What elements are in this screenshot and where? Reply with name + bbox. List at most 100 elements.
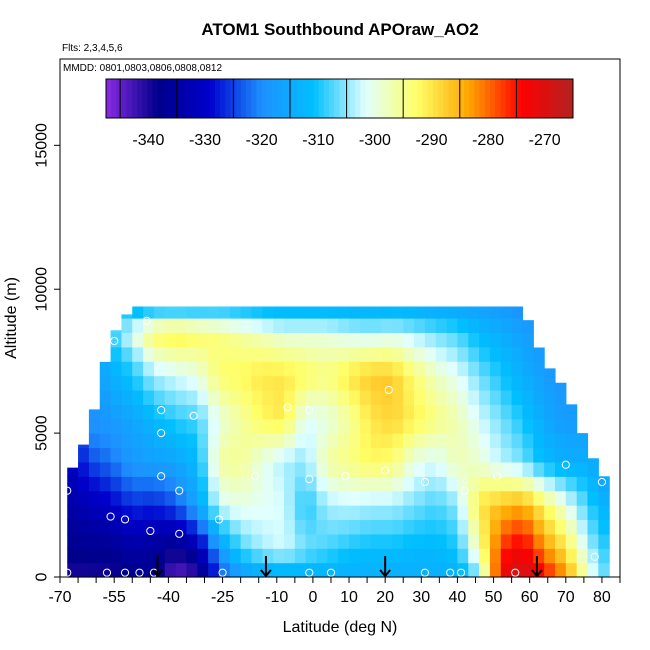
heatmap-cell	[349, 375, 361, 391]
heatmap-cell	[533, 548, 545, 564]
heatmap-cell	[349, 461, 361, 477]
heatmap-cell	[284, 404, 296, 420]
heatmap-cell	[305, 505, 318, 521]
heatmap-cell	[468, 418, 480, 434]
heatmap-cell	[316, 361, 328, 377]
heatmap-cell	[511, 404, 524, 420]
heatmap-cell	[143, 404, 155, 420]
heatmap-cell	[240, 318, 253, 333]
heatmap-cell	[164, 418, 177, 434]
heatmap-cell	[208, 476, 220, 492]
colorbar-segment	[427, 79, 434, 118]
heatmap-cell	[533, 418, 545, 434]
heatmap-cell	[327, 433, 339, 449]
heatmap-cell	[164, 447, 177, 463]
heatmap-cell	[316, 519, 328, 535]
heatmap-cell	[316, 433, 328, 449]
dates-note: MMDD: 0801,0803,0806,0808,0812	[63, 63, 222, 74]
heatmap-cell	[424, 361, 437, 377]
heatmap-cell	[78, 548, 90, 564]
heatmap-cell	[153, 346, 166, 362]
heatmap-cell	[153, 318, 166, 333]
heatmap-cell	[143, 433, 155, 449]
heatmap-cell	[500, 389, 513, 405]
heatmap-cell	[479, 346, 491, 362]
heatmap-cell	[424, 476, 437, 492]
colorbar-tick-label: -290	[415, 132, 447, 149]
heatmap-cell	[164, 562, 177, 578]
heatmap-cell	[392, 418, 404, 434]
heatmap-cell	[544, 368, 556, 377]
heatmap-cell	[381, 433, 393, 449]
heatmap-cell	[164, 505, 177, 521]
heatmap-cell	[78, 562, 90, 578]
heatmap-cell	[78, 490, 90, 506]
heatmap-cell	[110, 533, 123, 549]
heatmap-cell	[229, 346, 242, 362]
heatmap-cell	[544, 490, 556, 506]
heatmap-cell	[251, 562, 263, 578]
heatmap-cell	[479, 533, 491, 549]
heatmap-cell	[88, 490, 101, 506]
heatmap-cell	[522, 418, 534, 434]
heatmap-cell	[457, 404, 469, 420]
heatmap-cell	[554, 461, 567, 477]
colorbar-segment	[401, 79, 408, 118]
heatmap-cell	[554, 562, 567, 578]
heatmap-cell	[414, 562, 426, 578]
heatmap-cell	[403, 490, 415, 506]
heatmap-cell	[110, 389, 123, 405]
heatmap-cell	[381, 562, 393, 578]
heatmap-cell	[381, 375, 393, 391]
heatmap-cell	[359, 505, 372, 521]
heatmap-cell	[511, 361, 524, 377]
heatmap-cell	[457, 375, 469, 391]
heatmap-cell	[359, 346, 372, 362]
heatmap-cell	[305, 375, 318, 391]
heatmap-cell	[186, 476, 198, 492]
heatmap-cell	[240, 533, 253, 549]
heatmap-cell	[338, 433, 350, 449]
colorbar-segment	[417, 79, 424, 118]
heatmap-cell	[479, 490, 491, 506]
heatmap-cell	[327, 332, 339, 348]
heatmap-cell	[132, 490, 144, 506]
heatmap-cell	[251, 476, 263, 492]
heatmap-cell	[511, 318, 524, 333]
heatmap-cell	[544, 548, 556, 564]
heatmap-cell	[424, 505, 437, 521]
colorbar-segment	[557, 79, 564, 118]
heatmap-cell	[294, 490, 307, 506]
heatmap-cell	[479, 332, 491, 348]
heatmap-cell	[143, 346, 155, 362]
heatmap-cell	[565, 519, 578, 535]
heatmap-cell	[284, 418, 296, 434]
colorbar-segment	[344, 79, 351, 118]
colorbar-segment	[225, 79, 232, 118]
heatmap-cell	[565, 433, 578, 449]
heatmap-cell	[197, 404, 209, 420]
heatmap-cell	[533, 347, 545, 362]
heatmap-cell	[446, 490, 459, 506]
heatmap-cell	[392, 361, 404, 377]
heatmap-cell	[132, 447, 144, 463]
heatmap-cell	[587, 519, 599, 535]
heatmap-cell	[511, 476, 524, 492]
heatmap-cell	[349, 476, 361, 492]
heatmap-cell	[262, 361, 274, 377]
heatmap-cell	[565, 404, 578, 420]
heatmap-cell	[305, 548, 318, 564]
heatmap-cell	[143, 318, 155, 333]
heatmap-cell	[99, 361, 112, 377]
colorbar-segment	[246, 79, 252, 118]
colorbar-segment	[189, 79, 195, 118]
heatmap-cell	[294, 332, 307, 348]
heatmap-cell	[522, 332, 534, 348]
heatmap-cell	[110, 404, 123, 420]
heatmap-cell	[121, 404, 133, 420]
heatmap-cell	[392, 375, 404, 391]
heatmap-cell	[316, 346, 328, 362]
heatmap-cell	[294, 433, 307, 449]
heatmap-cell	[110, 330, 123, 333]
heatmap-cell	[110, 375, 123, 391]
